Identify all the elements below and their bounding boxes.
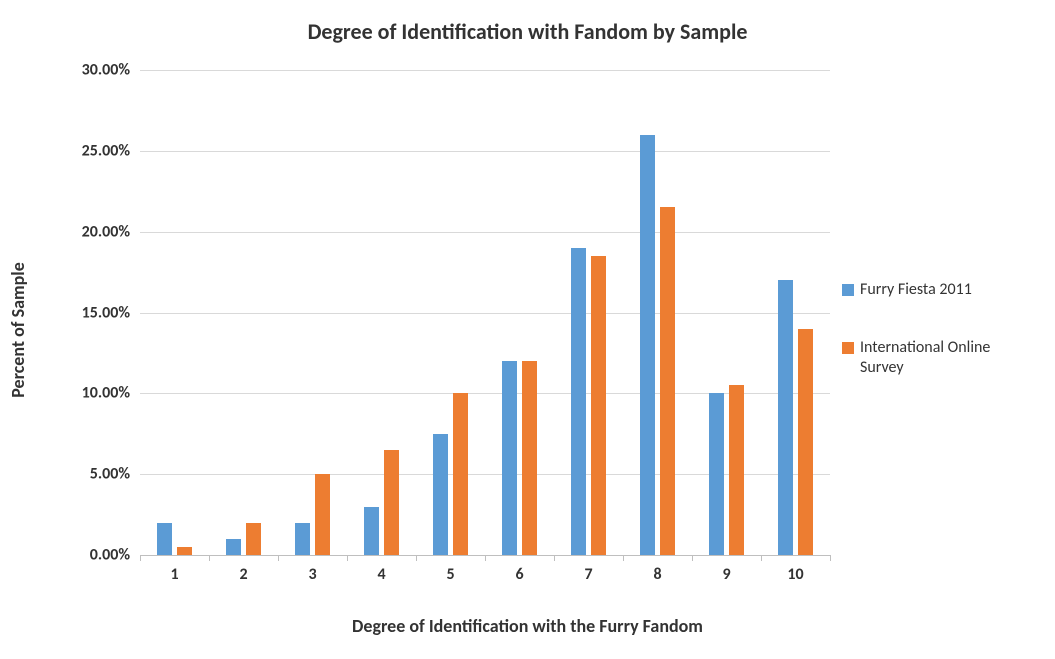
legend-swatch	[842, 284, 854, 296]
x-tick-label: 5	[446, 555, 454, 584]
bar	[502, 361, 518, 555]
bar	[660, 207, 676, 555]
x-tick-label: 10	[787, 555, 803, 584]
legend-swatch	[842, 342, 854, 354]
chart-title: Degree of Identification with Fandom by …	[0, 18, 1055, 45]
legend-item: Furry Fiesta 2011	[842, 280, 1030, 300]
bar	[364, 507, 380, 556]
x-tick-label: 9	[722, 555, 730, 584]
x-tick-label: 8	[653, 555, 661, 584]
y-gridline	[140, 313, 830, 314]
y-gridline	[140, 393, 830, 394]
bar	[640, 135, 656, 555]
x-tick-label: 1	[170, 555, 178, 584]
bar	[591, 256, 607, 555]
bar	[226, 539, 242, 555]
bar	[778, 280, 794, 555]
bar	[433, 434, 449, 555]
y-tick-label: 0.00%	[90, 546, 140, 565]
y-tick-label: 5.00%	[90, 465, 140, 484]
bar	[798, 329, 814, 555]
x-tick-mark	[485, 555, 486, 561]
y-gridline	[140, 70, 830, 71]
bar	[453, 393, 469, 555]
y-tick-label: 30.00%	[82, 61, 140, 80]
bar	[177, 547, 193, 555]
y-tick-label: 10.00%	[82, 384, 140, 403]
bar	[571, 248, 587, 555]
x-tick-label: 3	[308, 555, 316, 584]
bar	[709, 393, 725, 555]
y-gridline	[140, 474, 830, 475]
legend: Furry Fiesta 2011 International Online Su…	[842, 280, 1030, 416]
legend-label: Furry Fiesta 2011	[860, 280, 972, 300]
x-tick-mark	[209, 555, 210, 561]
x-tick-mark	[623, 555, 624, 561]
x-tick-mark	[761, 555, 762, 561]
y-tick-label: 25.00%	[82, 141, 140, 160]
x-tick-mark	[830, 555, 831, 561]
plot-area: 0.00%5.00%10.00%15.00%20.00%25.00%30.00%…	[140, 70, 830, 555]
bar	[246, 523, 262, 555]
x-axis-title: Degree of Identification with the Furry …	[0, 615, 1055, 637]
y-tick-label: 15.00%	[82, 303, 140, 322]
x-tick-label: 4	[377, 555, 385, 584]
x-tick-label: 2	[239, 555, 247, 584]
x-tick-mark	[278, 555, 279, 561]
y-gridline	[140, 151, 830, 152]
x-tick-label: 6	[515, 555, 523, 584]
bar	[315, 474, 331, 555]
x-tick-mark	[140, 555, 141, 561]
legend-label: International Online Survey	[860, 338, 1030, 378]
y-tick-label: 20.00%	[82, 222, 140, 241]
bar	[157, 523, 173, 555]
chart-container: Degree of Identification with Fandom by …	[0, 0, 1055, 659]
x-tick-label: 7	[584, 555, 592, 584]
x-tick-mark	[692, 555, 693, 561]
y-axis-title: Percent of Sample	[7, 262, 29, 398]
x-tick-mark	[416, 555, 417, 561]
bar	[295, 523, 311, 555]
bar	[522, 361, 538, 555]
x-tick-mark	[554, 555, 555, 561]
bar	[729, 385, 745, 555]
bar	[384, 450, 400, 555]
legend-item: International Online Survey	[842, 338, 1030, 378]
x-tick-mark	[347, 555, 348, 561]
y-gridline	[140, 232, 830, 233]
